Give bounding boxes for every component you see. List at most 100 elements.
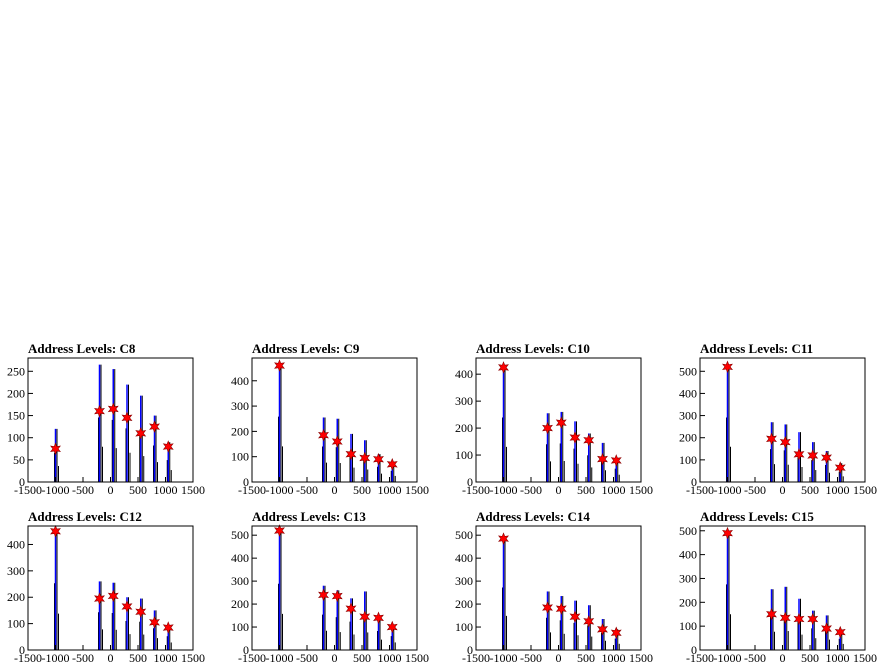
star-marker — [569, 431, 581, 444]
y-tick-label: 300 — [679, 571, 697, 585]
star-marker — [386, 620, 398, 634]
star-marker — [345, 447, 357, 461]
y-tick-label: 100 — [455, 448, 473, 462]
y-tick-label: 100 — [455, 620, 473, 634]
star-marker — [766, 607, 777, 621]
x-tick-label: -1000 — [266, 483, 294, 497]
x-tick-label: 1500 — [629, 651, 653, 665]
chart-panel-0: Address Levels: C8 0 50 100 150 200 250 -1500 -1… — [7, 341, 205, 497]
y-tick-label: 0 — [467, 643, 473, 657]
x-tick-label: 1500 — [181, 483, 205, 497]
star-marker — [722, 360, 733, 374]
star-marker — [597, 623, 608, 636]
y-tick-label: 0 — [691, 643, 697, 657]
x-tick-label: 1000 — [602, 651, 626, 665]
star-marker — [498, 361, 509, 374]
y-tick-label: 200 — [679, 431, 697, 445]
star-marker — [498, 532, 509, 545]
x-tick-label: -500 — [72, 483, 94, 497]
x-tick-label: 0 — [556, 483, 562, 497]
y-tick-label: 500 — [679, 524, 697, 538]
star-marker — [373, 611, 384, 625]
chart-panel-5: Address Levels: C13 0 100 200 300 400 500 -1500… — [231, 509, 429, 665]
x-tick-label: 0 — [332, 483, 338, 497]
x-tick-label: 0 — [780, 483, 786, 497]
x-tick-label: 1500 — [853, 651, 877, 665]
x-tick-label: -1000 — [266, 651, 294, 665]
x-tick-label: -1500 — [686, 651, 714, 665]
star-marker — [766, 432, 777, 446]
chart-title: Address Levels: C10 — [476, 341, 590, 356]
x-tick-label: -500 — [296, 483, 318, 497]
y-tick-label: 200 — [455, 597, 473, 611]
star-marker — [569, 610, 581, 624]
x-tick-label: -1500 — [14, 651, 42, 665]
x-tick-label: 1000 — [602, 483, 626, 497]
star-marker — [555, 602, 567, 615]
star-marker — [386, 457, 398, 471]
star-marker — [597, 452, 608, 466]
y-tick-label: 0 — [467, 475, 473, 489]
x-tick-label: 500 — [577, 651, 595, 665]
star-marker — [793, 448, 805, 461]
y-tick-label: 0 — [19, 643, 25, 657]
x-tick-label: 0 — [108, 483, 114, 497]
star-marker — [318, 588, 329, 602]
star-marker — [94, 592, 105, 605]
x-tick-label: 1000 — [378, 483, 402, 497]
y-tick-label: 200 — [679, 595, 697, 609]
y-tick-label: 0 — [19, 475, 25, 489]
y-tick-label: 400 — [679, 386, 697, 400]
x-tick-label: 500 — [353, 651, 371, 665]
star-marker — [121, 600, 133, 613]
star-marker — [793, 612, 805, 626]
x-tick-label: 500 — [801, 483, 819, 497]
x-tick-label: 0 — [332, 651, 338, 665]
y-tick-label: 0 — [691, 475, 697, 489]
x-tick-label: -1000 — [490, 651, 518, 665]
x-tick-label: -1500 — [238, 651, 266, 665]
x-tick-label: -500 — [744, 483, 766, 497]
chart-title: Address Levels: C14 — [476, 509, 590, 524]
chart-panel-6: Address Levels: C14 0 100 200 300 400 500 -1500… — [455, 509, 653, 665]
star-marker — [610, 626, 622, 640]
star-marker — [542, 421, 553, 435]
x-tick-label: -1000 — [490, 483, 518, 497]
x-tick-label: -500 — [520, 483, 542, 497]
y-tick-label: 0 — [243, 643, 249, 657]
x-tick-label: -1000 — [42, 483, 70, 497]
star-marker — [821, 451, 832, 464]
x-tick-label: 500 — [129, 651, 147, 665]
star-marker — [583, 614, 595, 628]
star-marker — [834, 625, 846, 639]
star-marker — [331, 435, 343, 448]
y-tick-label: 500 — [455, 528, 473, 542]
y-tick-label: 400 — [7, 537, 25, 551]
x-tick-label: 0 — [780, 651, 786, 665]
y-tick-label: 50 — [13, 453, 25, 467]
y-tick-label: 250 — [7, 364, 25, 378]
chart-title: Address Levels: C15 — [700, 509, 814, 524]
chart-title: Address Levels: C11 — [700, 341, 813, 356]
x-tick-label: -500 — [296, 651, 318, 665]
chart-panel-7: Address Levels: C15 0 100 200 300 400 500 -1500… — [679, 509, 877, 665]
y-tick-label: 200 — [7, 386, 25, 400]
y-tick-label: 400 — [455, 551, 473, 565]
y-tick-label: 200 — [7, 590, 25, 604]
star-marker — [162, 621, 174, 634]
star-marker — [359, 451, 371, 465]
chart-panel-4: Address Levels: C12 0 100 200 300 400 -1500 -10… — [7, 509, 205, 665]
star-marker — [121, 411, 133, 425]
star-marker — [107, 402, 119, 416]
star-marker — [135, 605, 147, 619]
star-marker — [318, 428, 329, 442]
star-marker — [135, 426, 147, 440]
star-marker — [107, 589, 119, 603]
star-marker — [331, 589, 343, 603]
star-marker — [359, 610, 371, 624]
y-tick-label: 300 — [7, 564, 25, 578]
y-tick-label: 500 — [679, 364, 697, 378]
star-marker — [149, 420, 160, 433]
x-tick-label: 1000 — [154, 483, 178, 497]
x-tick-label: 1000 — [154, 651, 178, 665]
